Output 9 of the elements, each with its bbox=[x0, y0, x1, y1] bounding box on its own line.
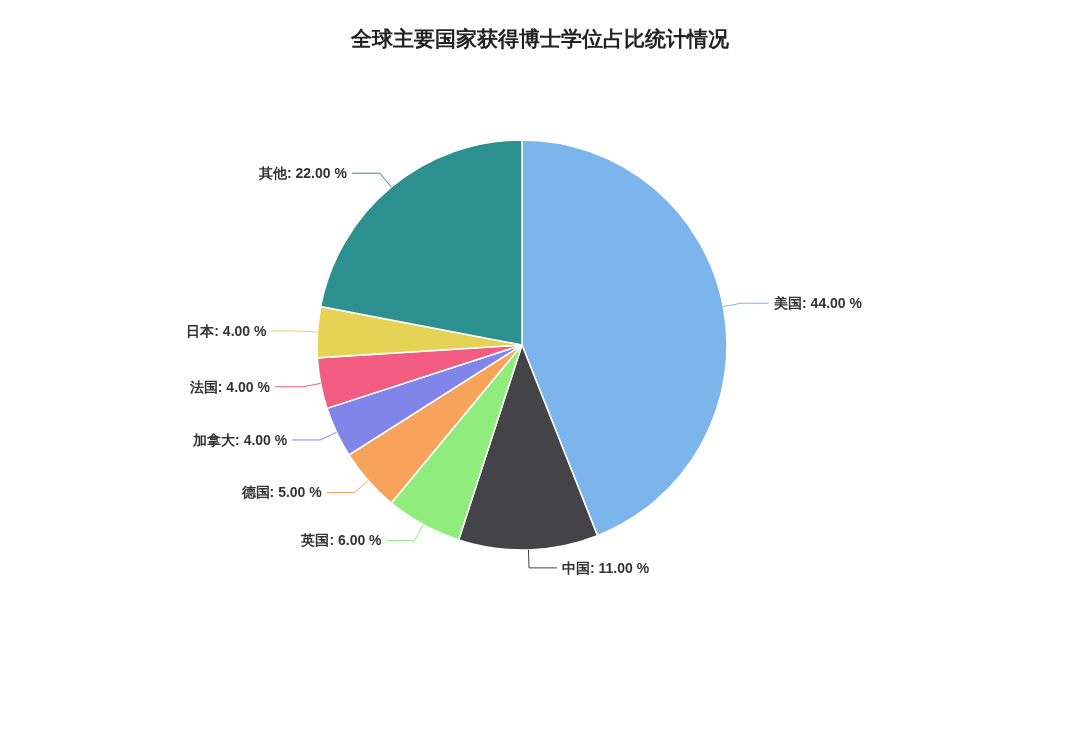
slice-label: 英国: 6.00 % bbox=[300, 532, 383, 549]
slice-label: 加拿大: 4.00 % bbox=[192, 431, 288, 448]
slice-label: 其他: 22.00 % bbox=[257, 165, 348, 182]
slice-label: 德国: 5.00 % bbox=[240, 484, 323, 501]
slice-label: 日本: 4.00 % bbox=[186, 323, 267, 339]
slice-label: 中国: 11.00 % bbox=[562, 559, 650, 576]
chart-title: 全球主要国家获得博士学位占比统计情况 bbox=[350, 27, 730, 50]
slice-label: 美国: 44.00 % bbox=[773, 295, 863, 312]
slice-label: 法国: 4.00 % bbox=[188, 378, 271, 395]
